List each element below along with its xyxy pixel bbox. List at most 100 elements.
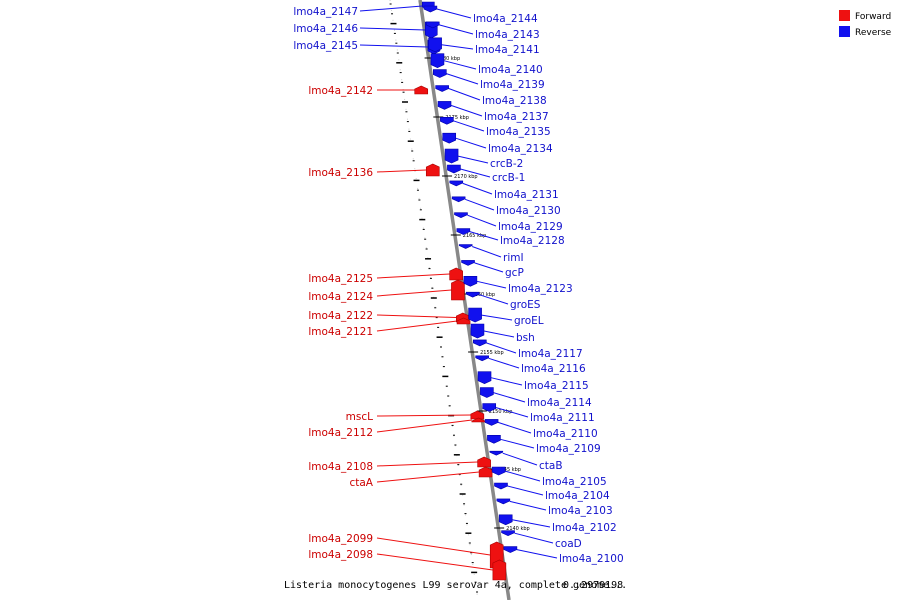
kbp-label: 2150 kbp bbox=[489, 409, 513, 415]
forward-leader bbox=[376, 289, 452, 297]
reverse-gene-block bbox=[437, 101, 452, 110]
reverse-gene-block bbox=[465, 291, 480, 298]
reverse-leader bbox=[443, 60, 477, 70]
reverse-gene-block bbox=[456, 228, 471, 235]
reverse-gene-label: lmo4a_2130 bbox=[496, 205, 561, 217]
reverse-gene-label: ctaB bbox=[539, 460, 563, 472]
reverse-gene-block bbox=[487, 434, 501, 444]
reverse-gene-label: lmo4a_2131 bbox=[494, 189, 559, 201]
reverse-gene-label: coaD bbox=[555, 538, 582, 550]
reverse-gene-block bbox=[491, 466, 506, 476]
legend-reverse-label: Reverse bbox=[855, 28, 892, 38]
reverse-leader bbox=[486, 342, 517, 354]
forward-gene-block bbox=[425, 163, 440, 177]
reverse-leader bbox=[453, 120, 485, 132]
caption-range: 0..2979198 bbox=[563, 580, 623, 591]
forward-leader bbox=[376, 314, 457, 318]
legend: Forward Reverse bbox=[839, 10, 892, 38]
forward-leader bbox=[376, 553, 493, 571]
reverse-gene-block bbox=[447, 164, 461, 174]
reverse-leader bbox=[460, 168, 491, 178]
reverse-gene-block bbox=[475, 355, 489, 362]
reverse-gene-label: lmo4a_2146 bbox=[293, 23, 358, 35]
reverse-gene-block bbox=[451, 196, 466, 203]
forward-gene-block bbox=[456, 317, 471, 325]
kbp-label: 2140 kbp bbox=[506, 526, 530, 532]
reverse-gene-label: lmo4a_2114 bbox=[527, 397, 592, 409]
reverse-leader bbox=[514, 532, 554, 544]
reverse-gene-block bbox=[423, 5, 438, 13]
reverse-gene-block bbox=[494, 482, 508, 490]
reverse-gene-block bbox=[449, 180, 464, 187]
forward-gene-label: lmo4a_2124 bbox=[308, 291, 373, 303]
reverse-gene-block bbox=[473, 339, 487, 347]
forward-gene-label: mscL bbox=[346, 411, 373, 423]
reverse-leader bbox=[497, 421, 532, 434]
reverse-gene-block bbox=[428, 37, 442, 53]
scale-ticks bbox=[389, 3, 479, 593]
kbp-label: 2145 kbp bbox=[497, 467, 521, 473]
reverse-leader bbox=[483, 330, 515, 338]
legend-forward-label: Forward bbox=[855, 12, 891, 22]
forward-gene-label: lmo4a_2099 bbox=[308, 533, 373, 545]
reverse-gene-label: gcP bbox=[505, 267, 524, 279]
forward-leader bbox=[376, 169, 427, 173]
reverse-gene-block bbox=[463, 275, 478, 287]
reverse-leader bbox=[464, 198, 495, 211]
reverse-gene-label: lmo4a_2144 bbox=[473, 13, 538, 25]
reverse-gene-block bbox=[454, 212, 468, 219]
reverse-leader bbox=[493, 392, 526, 403]
gene-features bbox=[414, 1, 518, 581]
reverse-leader bbox=[359, 27, 426, 31]
reverse-gene-label: lmo4a_2137 bbox=[484, 111, 549, 123]
reverse-gene-block bbox=[503, 546, 518, 553]
reverse-leader bbox=[457, 155, 489, 164]
forward-gene-label: ctaA bbox=[349, 477, 373, 489]
reverse-leader bbox=[490, 377, 523, 386]
reverse-gene-block bbox=[468, 307, 482, 323]
reverse-gene-block bbox=[470, 323, 485, 339]
forward-gene-block bbox=[492, 559, 507, 581]
reverse-gene-block bbox=[489, 450, 504, 456]
forward-gene-block bbox=[477, 456, 491, 468]
reverse-gene-label: lmo4a_2100 bbox=[559, 553, 624, 565]
reverse-leader bbox=[500, 438, 535, 449]
reverse-gene-block bbox=[440, 117, 454, 125]
reverse-gene-label: bsh bbox=[516, 332, 535, 344]
reverse-gene-label: lmo4a_2134 bbox=[488, 143, 553, 155]
forward-gene-block bbox=[414, 85, 429, 95]
reverse-gene-label: groEL bbox=[514, 315, 544, 327]
reverse-gene-label: lmo4a_2116 bbox=[521, 363, 586, 375]
caption: Listeria monocytogenes L99 serovar 4a, c… bbox=[284, 580, 627, 591]
reverse-gene-label: lmo4a_2143 bbox=[475, 29, 540, 41]
reverse-leader bbox=[516, 549, 558, 559]
reverse-gene-label: lmo4a_2140 bbox=[478, 64, 543, 76]
reverse-gene-label: lmo4a_2145 bbox=[293, 40, 358, 52]
label-leaders bbox=[359, 5, 558, 571]
reverse-gene-block bbox=[433, 69, 447, 78]
forward-gene-block bbox=[470, 410, 485, 420]
forward-gene-label: lmo4a_2121 bbox=[308, 326, 373, 338]
forward-leader bbox=[376, 419, 472, 433]
reverse-leader bbox=[509, 500, 547, 511]
reverse-leader bbox=[467, 214, 497, 227]
reverse-gene-block bbox=[482, 403, 497, 412]
kbp-label: 2155 kbp bbox=[480, 350, 504, 356]
reverse-gene-label: lmo4a_2104 bbox=[545, 490, 610, 502]
reverse-gene-block bbox=[458, 244, 473, 249]
reverse-leader bbox=[469, 231, 499, 241]
kbp-label: 2180 kbp bbox=[437, 56, 461, 62]
reverse-gene-label: lmo4a_2111 bbox=[530, 412, 595, 424]
legend-reverse-swatch bbox=[839, 26, 850, 37]
reverse-leader bbox=[502, 452, 538, 466]
reverse-gene-label: lmo4a_2102 bbox=[552, 522, 617, 534]
reverse-leader bbox=[507, 485, 544, 496]
kbp-label: 2165 kbp bbox=[463, 233, 487, 239]
reverse-gene-block bbox=[501, 530, 515, 537]
reverse-leader bbox=[455, 137, 487, 149]
forward-gene-label: lmo4a_2108 bbox=[308, 461, 373, 473]
reverse-gene-label: lmo4a_2141 bbox=[475, 44, 540, 56]
kbp-label: 2160 kbp bbox=[472, 292, 496, 298]
forward-leader bbox=[376, 537, 491, 556]
